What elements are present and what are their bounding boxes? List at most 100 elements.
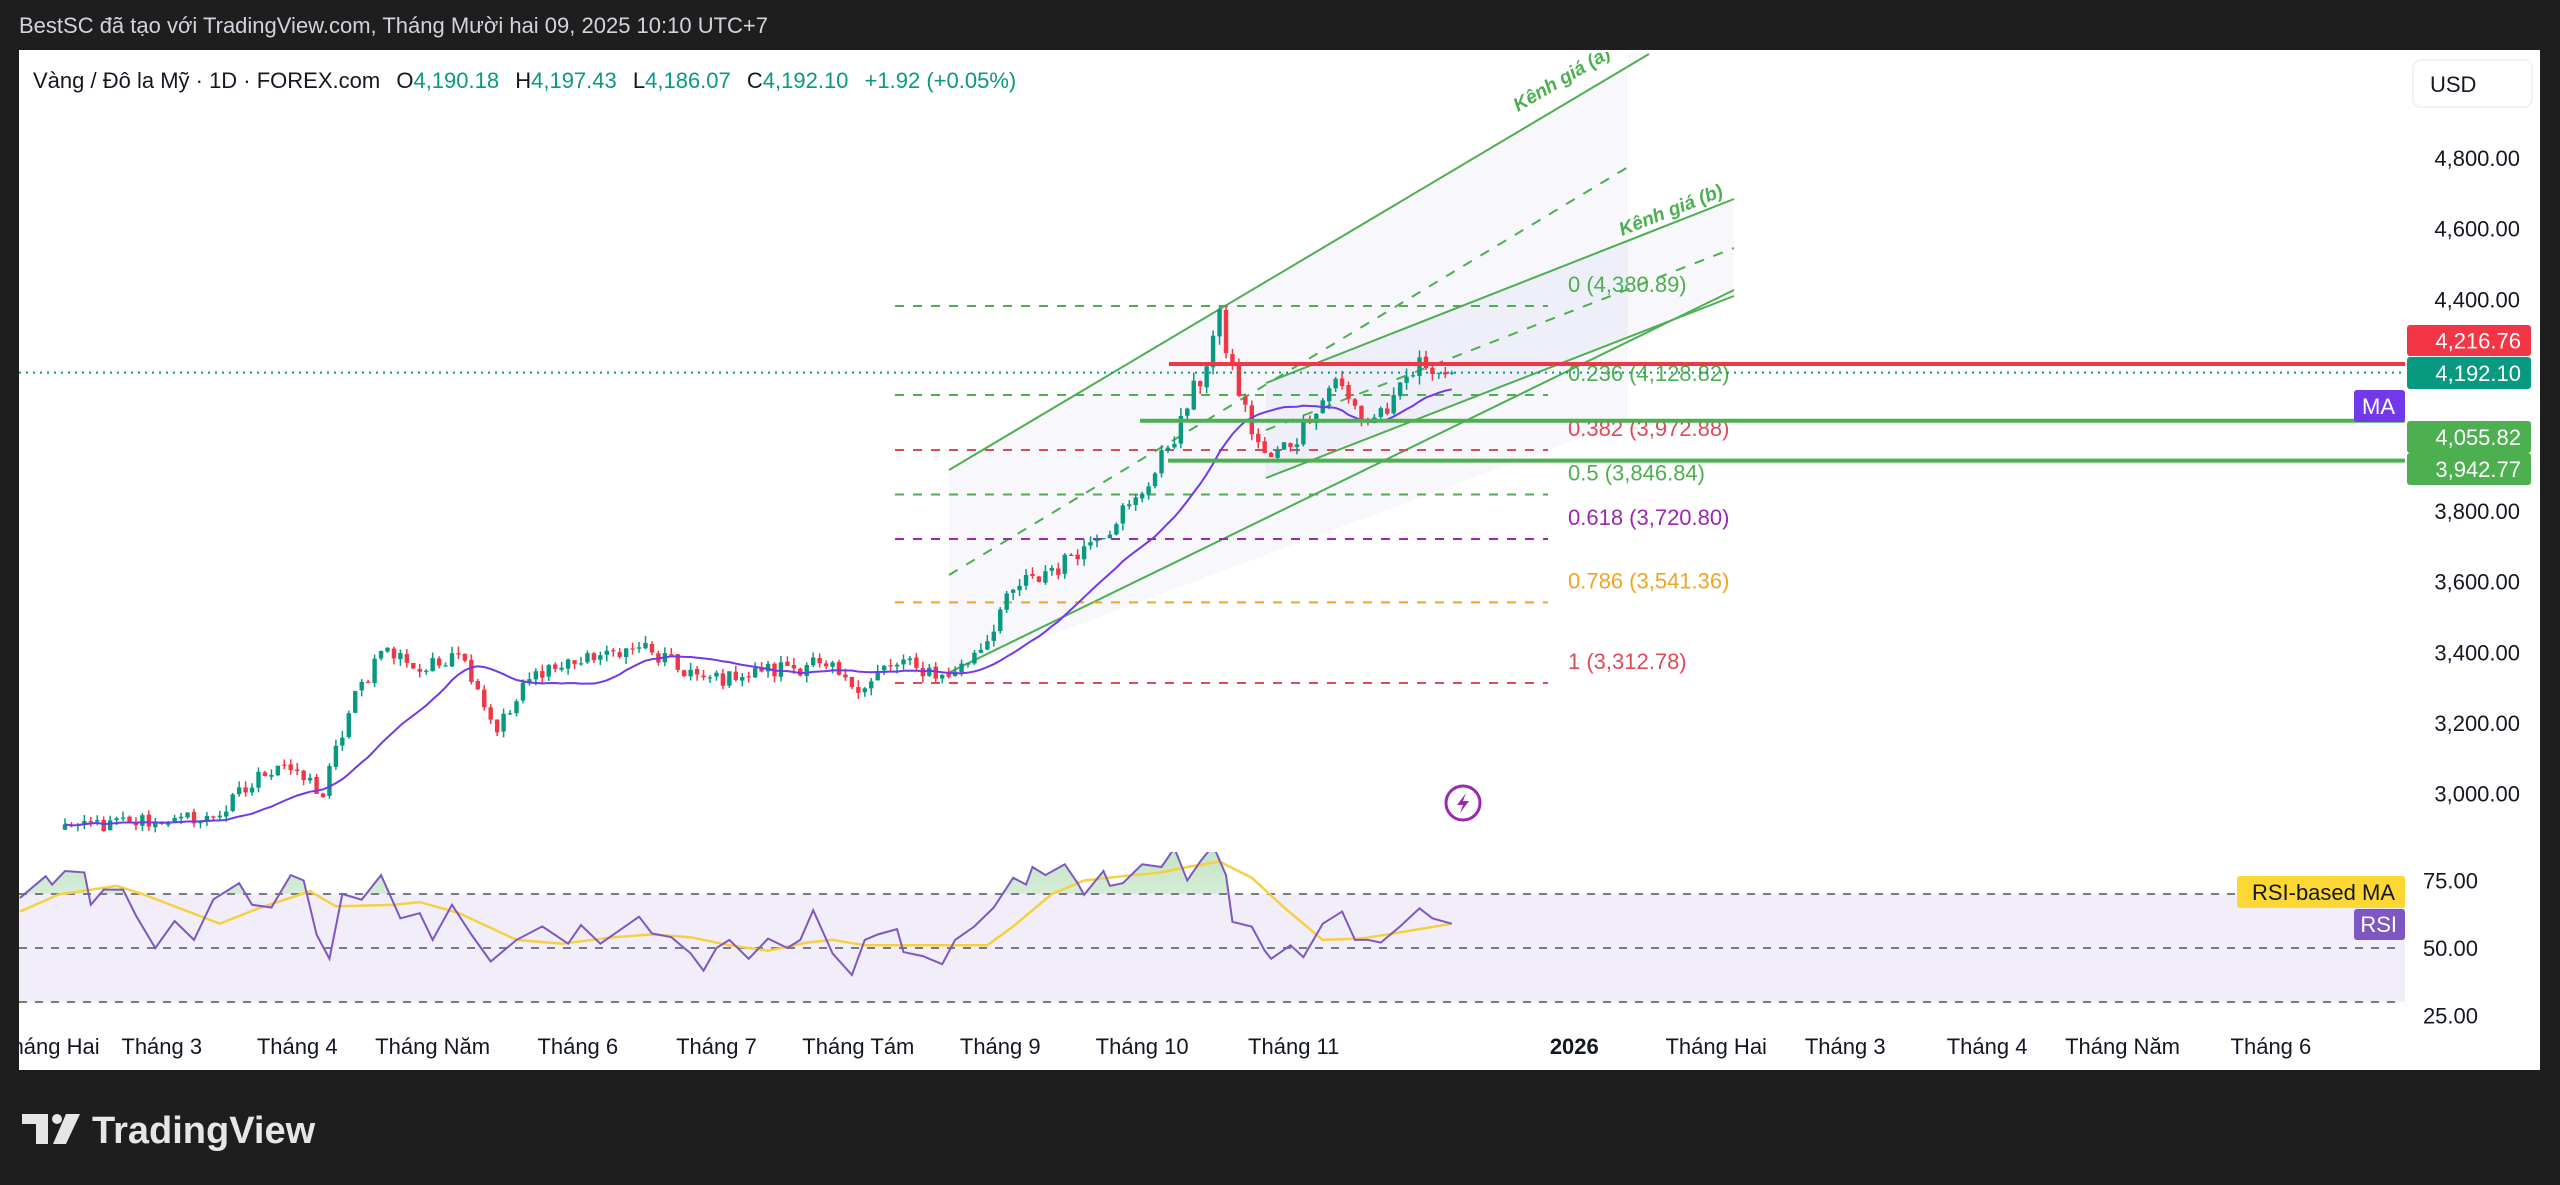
candle [391, 646, 397, 665]
rsi-tag: RSI [2354, 909, 2405, 940]
candle [965, 662, 971, 668]
candle [546, 664, 551, 681]
candle [482, 685, 487, 711]
candle [940, 674, 945, 684]
candle [1023, 569, 1029, 590]
candle [998, 607, 1003, 634]
candle [1062, 553, 1067, 579]
candle [1036, 575, 1042, 583]
candle [972, 650, 977, 665]
price-axis-label: 3,000.00 [2434, 781, 2520, 806]
channel-a-upper[interactable] [948, 53, 1650, 471]
candle [1056, 562, 1061, 580]
candle [1152, 472, 1158, 489]
candle [1391, 387, 1396, 416]
fib-level-label: 0 (4,380.89) [1568, 272, 1687, 297]
candle [991, 624, 996, 647]
candle [469, 654, 474, 685]
time-axis-label: Tháng 4 [257, 1034, 338, 1059]
candle [1288, 442, 1293, 452]
candle [643, 636, 648, 650]
candle [604, 645, 609, 662]
price-tag-support-2-text: 3,942.77 [2435, 457, 2521, 482]
candle [398, 649, 403, 666]
candle [727, 671, 732, 688]
candle [1094, 534, 1100, 548]
candle [507, 710, 513, 715]
tradingview-logo[interactable]: TradingView [22, 1110, 316, 1152]
candle [301, 769, 306, 786]
candle [572, 660, 577, 670]
candle [1114, 522, 1119, 536]
candle [1256, 428, 1261, 449]
time-axis-label: Tháng Năm [2065, 1034, 2180, 1059]
price-tag-support-2: 3,942.77 [2407, 453, 2531, 485]
candle [817, 653, 822, 668]
candle [153, 817, 158, 833]
candle [694, 666, 700, 681]
symbol-name: Vàng / Đô la Mỹ · 1D · FOREX.com [33, 68, 380, 93]
price-axis-label: 4,800.00 [2434, 146, 2520, 171]
candle [62, 818, 68, 830]
candle [1243, 393, 1248, 413]
channel-a-mid[interactable] [948, 166, 1629, 576]
candle [849, 676, 855, 690]
candle [1185, 407, 1190, 421]
candle [617, 647, 622, 659]
candle [262, 770, 268, 777]
candle [1217, 306, 1222, 345]
price-axis-label: 3,800.00 [2434, 499, 2520, 524]
price-axis-label: 3,600.00 [2434, 570, 2520, 595]
candle [778, 655, 784, 682]
open-value: 4,190.18 [413, 68, 499, 93]
price-axis-label: 3,400.00 [2434, 640, 2520, 665]
currency-label: USD [2430, 72, 2476, 97]
candle [385, 647, 390, 653]
horizontal-lines[interactable] [19, 361, 2405, 463]
chart-canvas [19, 50, 2540, 1070]
candle [1333, 377, 1338, 393]
channel-b-mid[interactable] [1265, 247, 1735, 431]
rsi-pane: 75.00 50.00 25.00 RSI-based MA RSI [19, 852, 2478, 1029]
candle [746, 671, 751, 683]
channel-b-upper[interactable] [1265, 198, 1735, 384]
candle [1210, 330, 1216, 375]
candle [449, 646, 455, 668]
candle [714, 670, 719, 681]
candle [1191, 372, 1196, 411]
candle [752, 662, 758, 679]
candle [914, 653, 919, 671]
channel-a-lower[interactable] [947, 289, 1735, 674]
rsi-tag-text: RSI [2360, 912, 2397, 937]
symbol-legend[interactable]: Vàng / Đô la Mỹ · 1D · FOREX.com O4,190.… [33, 68, 1016, 93]
candle [1346, 381, 1351, 404]
change-value: +1.92 (+0.05%) [865, 68, 1017, 93]
currency-button[interactable]: USD [2412, 59, 2533, 108]
close-label: C [747, 68, 763, 93]
candle [1159, 445, 1164, 478]
candle [578, 656, 584, 666]
candle [701, 669, 706, 681]
candle [623, 648, 629, 665]
candle [462, 653, 468, 663]
time-axis-label: Tháng 6 [2231, 1034, 2312, 1059]
time-axis-label: 2026 [1550, 1034, 1599, 1059]
channel-b-lower[interactable] [1265, 295, 1735, 479]
fib-level-label: 0.5 (3,846.84) [1568, 461, 1705, 486]
candle [901, 654, 906, 670]
lightning-icon[interactable] [1444, 784, 1482, 822]
candle [120, 811, 126, 822]
candle [1069, 553, 1074, 557]
time-axis-label: Tháng 10 [1096, 1034, 1189, 1059]
time-axis-label: Tháng Năm [375, 1034, 490, 1059]
candle [1417, 350, 1422, 385]
ma-tag: MA [2354, 390, 2405, 422]
rsi-ma-tag: RSI-based MA [2237, 876, 2405, 908]
candle [888, 658, 893, 671]
price-axis-label: 3,200.00 [2434, 711, 2520, 736]
candle [340, 731, 345, 751]
time-axis-label: Tháng 11 [1248, 1034, 1339, 1059]
candle [488, 704, 493, 725]
rsi-line [19, 852, 1453, 977]
